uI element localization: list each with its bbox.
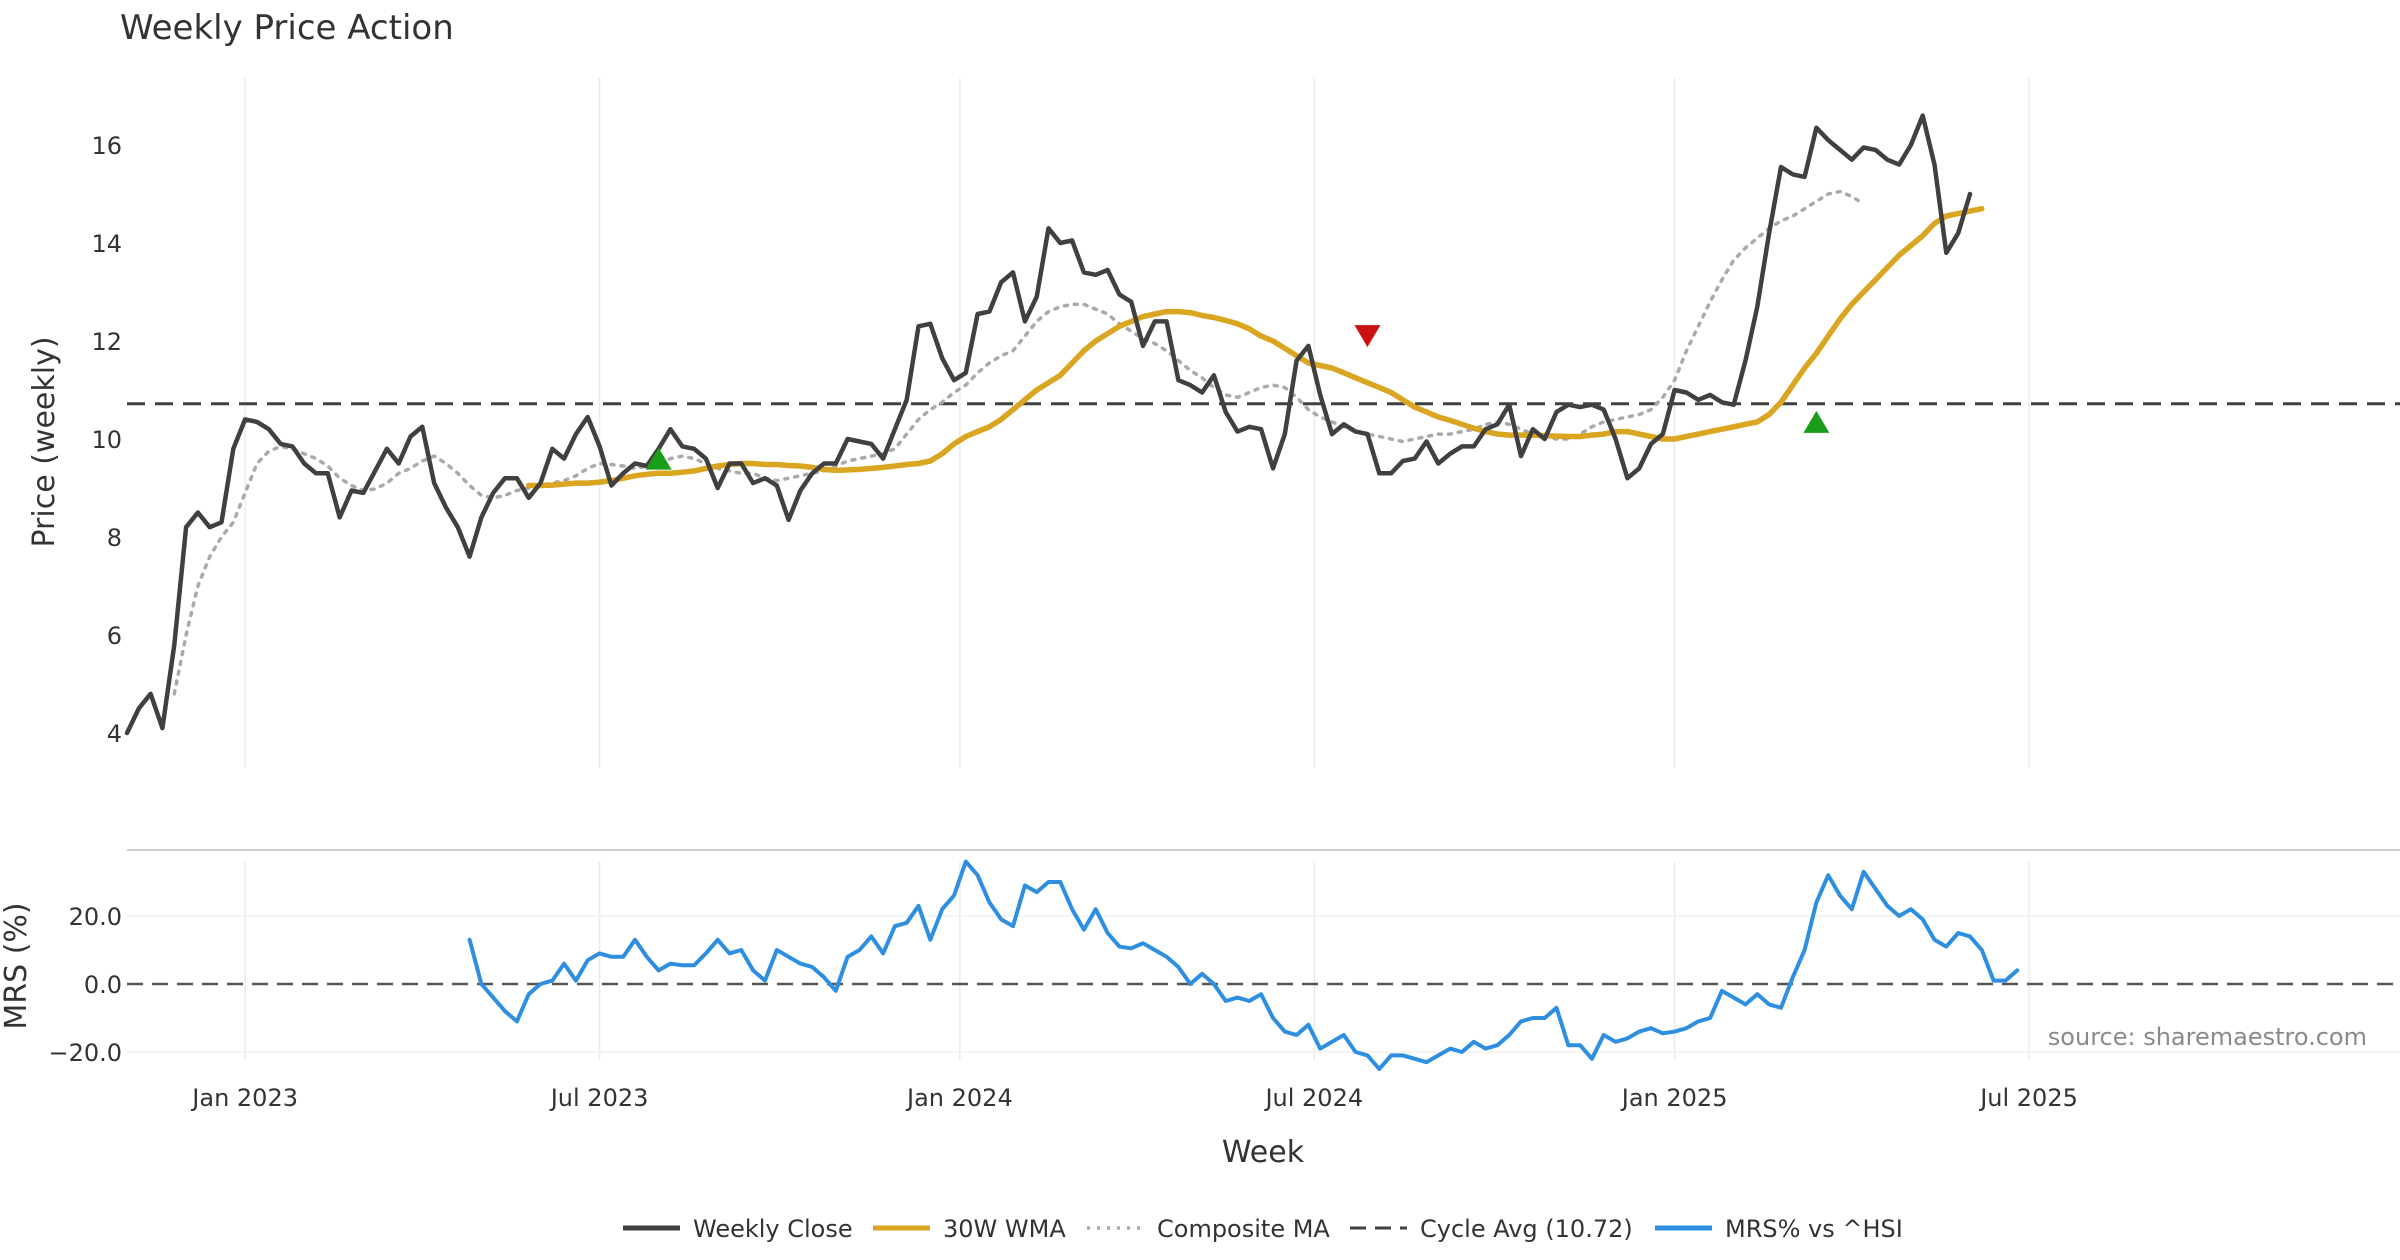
legend-label-3: Cycle Avg (10.72) (1420, 1215, 1633, 1243)
buy-signal-marker-2 (1803, 410, 1830, 433)
xtick-5: Jul 2025 (1978, 1084, 2078, 1112)
xtick-3: Jul 2024 (1263, 1084, 1363, 1112)
top-panel-grid (244, 78, 2030, 768)
mrs-line (467, 859, 2020, 1071)
top-ytick-10: 10 (91, 426, 122, 454)
bottom-panel-grid (127, 862, 2400, 1060)
bottom-y-axis-title: MRS (%) (0, 902, 34, 1029)
price-series-group (124, 113, 1985, 736)
xtick-1: Jul 2023 (549, 1084, 649, 1112)
bottom-y-tick-labels: −20.0 0.0 20.0 (48, 903, 122, 1067)
legend-label-1: 30W WMA (943, 1215, 1066, 1243)
top-ytick-4: 4 (107, 720, 122, 748)
top-ytick-6: 6 (107, 622, 122, 650)
legend-label-0: Weekly Close (693, 1215, 853, 1243)
source-credit: source: sharemaestro.com (2048, 1023, 2367, 1051)
wma-30w-line (525, 205, 1985, 489)
top-ytick-12: 12 (91, 328, 122, 356)
chart-title: Weekly Price Action (120, 8, 454, 48)
xtick-4: Jan 2025 (1620, 1084, 1728, 1112)
signal-markers (645, 325, 1830, 470)
top-y-tick-labels: 4 6 8 10 12 14 16 (91, 132, 122, 748)
weekly-close-line (124, 113, 1973, 736)
buy-signal-marker-0 (645, 447, 672, 470)
bottom-ytick-1: 0.0 (84, 971, 122, 999)
legend-label-4: MRS% vs ^HSI (1725, 1215, 1903, 1243)
composite-ma-line (172, 189, 1866, 696)
top-ytick-8: 8 (107, 524, 122, 552)
x-axis-title: Week (1222, 1135, 1305, 1170)
top-ytick-14: 14 (91, 230, 122, 258)
xtick-0: Jan 2023 (190, 1084, 298, 1112)
x-tick-labels: Jan 2023 Jul 2023 Jan 2024 Jul 2024 Jan 2025… (190, 1084, 2078, 1112)
legend: Weekly Close 30W WMA Composite MA Cycle Avg… (623, 1215, 1903, 1243)
mrs-series-group (467, 859, 2020, 1071)
xtick-2: Jan 2024 (905, 1084, 1013, 1112)
legend-label-2: Composite MA (1157, 1215, 1330, 1243)
top-ytick-16: 16 (91, 132, 122, 160)
bottom-ytick-2: 20.0 (69, 903, 122, 931)
bottom-ytick-0: −20.0 (48, 1039, 122, 1067)
sell-signal-marker-1 (1354, 325, 1381, 348)
top-y-axis-title: Price (weekly) (27, 336, 62, 547)
